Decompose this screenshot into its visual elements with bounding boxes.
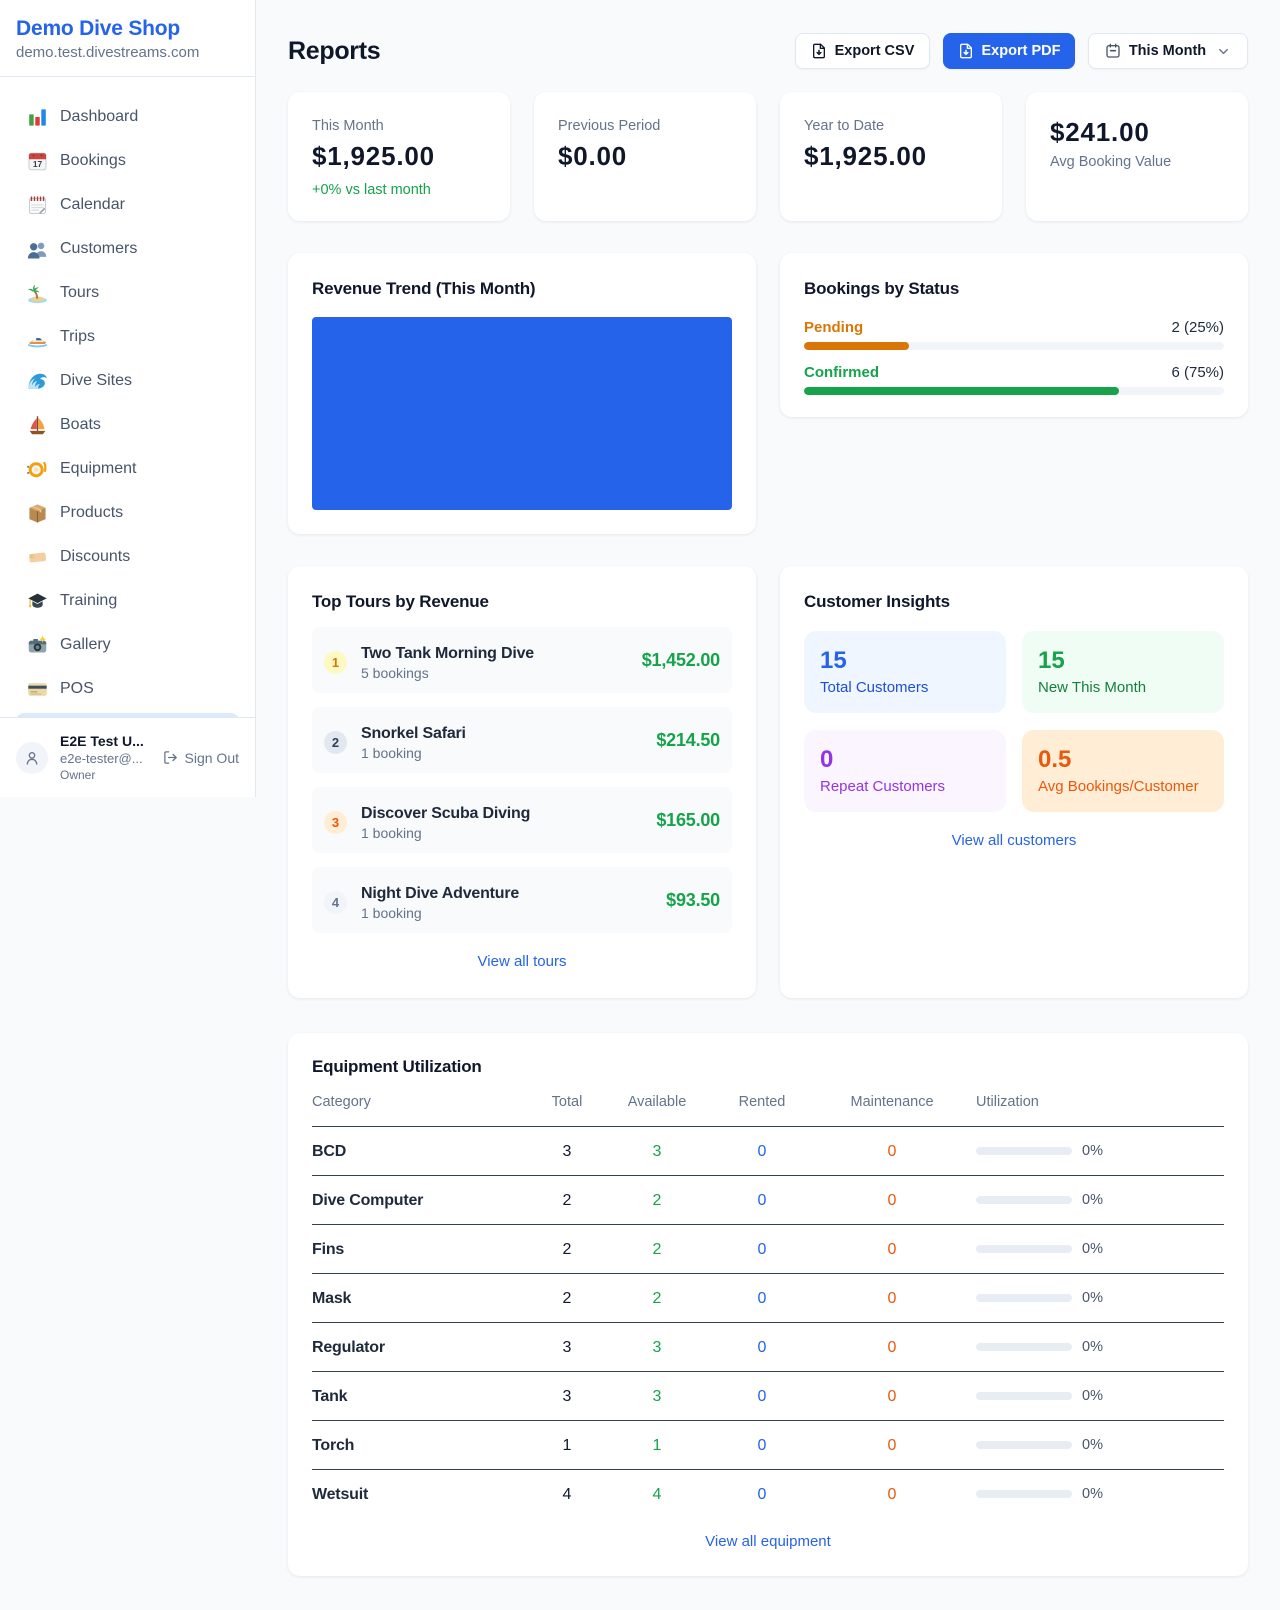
svg-text:17: 17 bbox=[33, 158, 43, 168]
